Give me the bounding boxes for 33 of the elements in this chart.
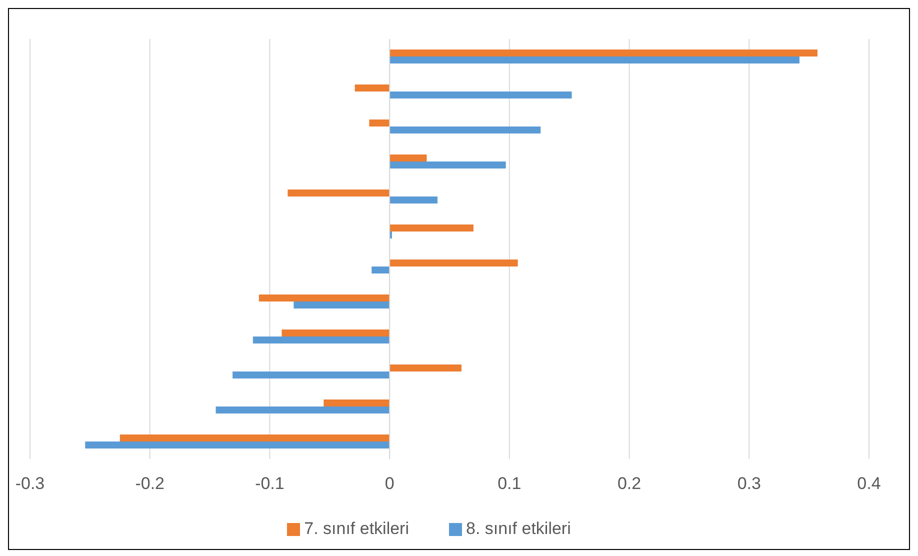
bar <box>390 50 818 56</box>
x-tick-label: -0.3 <box>15 474 45 494</box>
bar <box>252 336 390 344</box>
bar <box>282 330 390 336</box>
bar <box>369 120 390 126</box>
bar <box>288 190 390 196</box>
x-tick-label: -0.2 <box>135 474 165 494</box>
bar <box>390 224 474 232</box>
x-tick-label: 0.1 <box>498 474 522 494</box>
bar <box>372 266 390 274</box>
x-tick-label: 0.2 <box>617 474 642 494</box>
legend-label: 8. sınıf etkileri <box>466 519 571 538</box>
bar <box>390 92 572 98</box>
bar <box>390 364 462 372</box>
bar <box>390 162 506 168</box>
bar <box>216 406 390 414</box>
bar <box>390 154 427 162</box>
bar <box>390 196 438 204</box>
bar <box>324 400 390 406</box>
x-tick-label: -0.1 <box>255 474 284 494</box>
bar <box>354 84 390 92</box>
x-tick-label: 0.4 <box>857 474 881 494</box>
bar <box>390 126 541 134</box>
x-tick-label: 0 <box>384 474 394 494</box>
bar <box>120 434 390 442</box>
bar <box>390 56 800 64</box>
bar <box>294 302 390 308</box>
bar <box>232 372 390 378</box>
bar <box>258 294 390 302</box>
bar <box>390 260 518 266</box>
legend-label: 7. sınıf etkileri <box>304 519 409 538</box>
x-tick-label: 0.3 <box>737 474 761 494</box>
bar <box>85 442 390 448</box>
